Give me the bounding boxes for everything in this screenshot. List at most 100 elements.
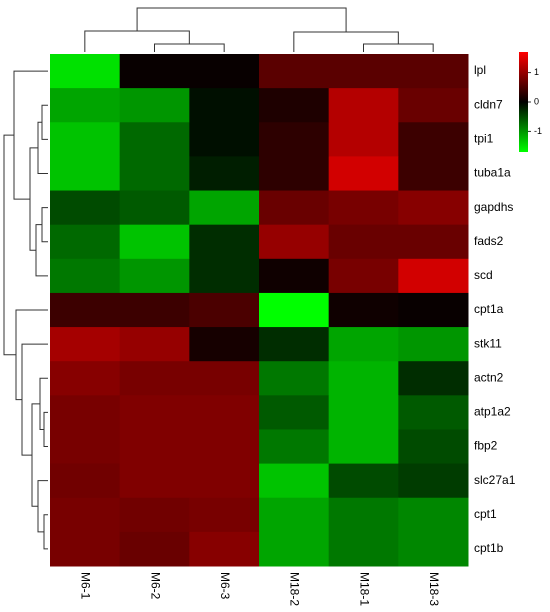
heatmap-cell xyxy=(259,361,330,396)
column-label: M18-2 xyxy=(288,572,302,606)
heatmap-cell xyxy=(189,156,260,192)
heatmap-cell xyxy=(398,361,469,396)
row-label: tpi1 xyxy=(474,132,494,146)
dendrogram-branch xyxy=(41,207,48,243)
row-label: cldn7 xyxy=(474,97,503,111)
heatmap-cell xyxy=(119,122,190,157)
heatmap-cell xyxy=(398,190,469,226)
heatmap-cell xyxy=(119,156,190,192)
heatmap-cell xyxy=(119,463,190,499)
heatmap-cell xyxy=(119,531,190,567)
heatmap-cell xyxy=(119,327,190,362)
row-label: fbp2 xyxy=(474,439,498,453)
dendrogram-branch xyxy=(43,514,48,550)
heatmap-cell xyxy=(398,258,469,294)
heatmap-cell xyxy=(50,224,121,260)
heatmap-cell xyxy=(328,88,399,123)
colorbar-tick-label: -1 xyxy=(534,126,542,136)
heatmap-cell xyxy=(50,292,121,328)
heatmap-cell xyxy=(189,54,260,89)
dendrogram-branch xyxy=(29,147,38,251)
heatmap-cell xyxy=(328,463,399,499)
row-label: cpt1b xyxy=(474,541,504,555)
heatmap-cell xyxy=(50,88,121,123)
heatmap-cell xyxy=(398,88,469,123)
column-label: M18-3 xyxy=(427,572,441,606)
row-label: stk11 xyxy=(474,336,502,350)
heatmap-cell xyxy=(328,395,399,430)
heatmap-cell xyxy=(119,429,190,465)
dendrogram-branch xyxy=(43,411,48,448)
heatmap-cell xyxy=(259,156,330,192)
dendrogram xyxy=(3,7,434,550)
dendrogram-branch xyxy=(31,403,40,507)
heatmap-cell xyxy=(398,531,469,567)
heatmap-cell xyxy=(398,497,469,533)
heatmap-cell xyxy=(328,531,399,567)
heatmap-cell xyxy=(328,122,399,157)
row-label: cpt1a xyxy=(474,302,504,316)
heatmap-cell xyxy=(259,429,330,465)
heatmap-cell xyxy=(328,190,399,226)
heatmap-cell xyxy=(328,429,399,465)
dendrogram-branch xyxy=(154,43,225,52)
heatmap-cell xyxy=(119,190,190,226)
heatmap-cell xyxy=(50,463,121,499)
heatmap-cell xyxy=(259,224,330,260)
heatmap-cell xyxy=(328,292,399,328)
heatmap-cell xyxy=(259,122,330,157)
dendrogram-branch xyxy=(84,30,190,52)
heatmap-cell xyxy=(50,361,121,396)
heatmap-cell xyxy=(189,395,260,430)
heatmap-cell xyxy=(119,361,190,396)
heatmap-cell xyxy=(119,258,190,294)
heatmap-cell xyxy=(398,327,469,362)
row-label: gapdhs xyxy=(474,200,513,214)
heatmap-cell xyxy=(398,224,469,260)
colorbar-tick-label: 0 xyxy=(534,96,539,106)
column-label: M18-1 xyxy=(357,572,371,606)
heatmap-cell xyxy=(50,190,121,226)
heatmap-cell xyxy=(398,395,469,430)
heatmap-cell xyxy=(259,497,330,533)
heatmap-cell xyxy=(189,463,260,499)
row-label: slc27a1 xyxy=(474,473,516,487)
heatmap-cell xyxy=(189,531,260,567)
heatmap-cell xyxy=(50,54,121,89)
heatmap-cell xyxy=(189,258,260,294)
heatmap-cell xyxy=(328,54,399,89)
heatmap-cell xyxy=(50,122,121,157)
heatmap-cell xyxy=(259,327,330,362)
heatmap-cell xyxy=(259,190,330,226)
heatmap-cell xyxy=(398,429,469,465)
heatmap-cell xyxy=(50,258,121,294)
heatmap-cell xyxy=(189,497,260,533)
heatmap-cell xyxy=(50,327,121,362)
heatmap-cell xyxy=(189,224,260,260)
heatmap-cell xyxy=(259,395,330,430)
heatmap-cell xyxy=(398,122,469,157)
row-label: cpt1 xyxy=(474,507,497,521)
heatmap-cell xyxy=(189,361,260,396)
heatmap-cell xyxy=(50,395,121,430)
heatmap-cell xyxy=(328,156,399,192)
row-label: actn2 xyxy=(474,370,504,384)
row-label: fads2 xyxy=(474,234,504,248)
heatmap-cell xyxy=(398,463,469,499)
column-label: M6-1 xyxy=(79,572,93,600)
colorbar xyxy=(519,52,528,152)
dendrogram-branch xyxy=(37,121,48,174)
heatmap-cell xyxy=(328,258,399,294)
heatmap-cell xyxy=(398,54,469,89)
heatmap-cell xyxy=(259,292,330,328)
heatmap-cell xyxy=(328,361,399,396)
heatmap-cell xyxy=(328,327,399,362)
heatmap-cell xyxy=(189,190,260,226)
heatmap-cell xyxy=(50,429,121,465)
heatmap-cell xyxy=(189,429,260,465)
heatmap-cell xyxy=(50,497,121,533)
row-label: scd xyxy=(474,268,493,282)
heatmap-cell xyxy=(50,156,121,192)
heatmap-cell xyxy=(119,88,190,123)
dendrogram-branch xyxy=(41,104,48,140)
